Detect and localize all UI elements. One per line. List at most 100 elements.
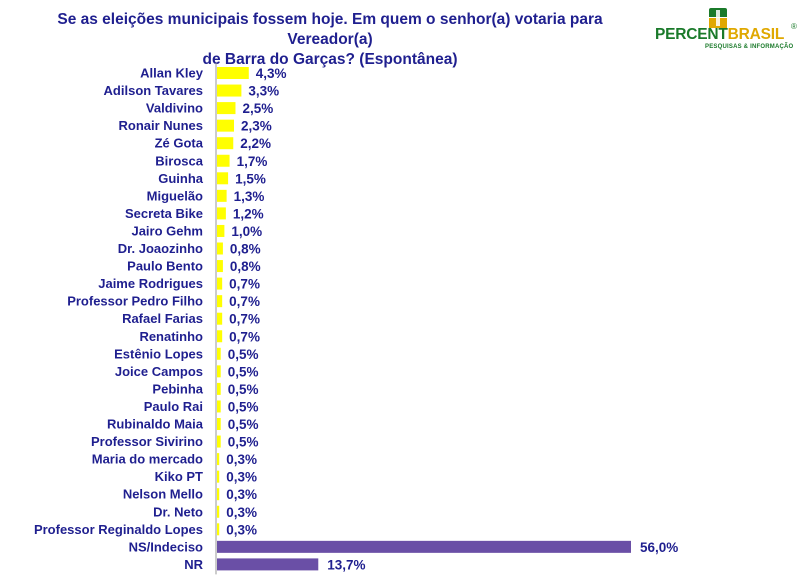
bar: [217, 558, 319, 571]
value-label: 0,7%: [229, 312, 260, 327]
category-label: Paulo Bento: [127, 259, 203, 274]
value-label: 0,5%: [228, 417, 259, 432]
logo-mark-icon: [709, 8, 727, 28]
category-label: Valdivino: [146, 101, 203, 116]
value-labels: 4,3% 3,3% 2,5% 2,3% 2,2% 1,7% 1,5% 1,3% 1,2% 1,0%…: [226, 66, 678, 572]
bar: [217, 435, 221, 448]
bar: [217, 418, 221, 430]
category-label: Maria do mercado: [92, 452, 203, 467]
value-label: 3,3%: [248, 84, 279, 99]
bar: [217, 189, 227, 202]
value-label: 2,5%: [242, 101, 273, 116]
value-label: 0,5%: [228, 364, 259, 379]
value-label: 0,8%: [230, 259, 261, 274]
category-label: Dr. Joaozinho: [118, 241, 203, 256]
logo-name-part2: BRASIL: [727, 26, 785, 43]
logo-name-part1: PERCENT: [655, 26, 728, 43]
category-label: Dr. Neto: [153, 504, 203, 519]
value-label: 56,0%: [640, 540, 678, 555]
value-label: 1,7%: [237, 154, 268, 169]
bar: [217, 347, 221, 360]
value-label: 0,3%: [226, 522, 257, 537]
bar: [217, 312, 223, 325]
percentbrasil-logo: PERCENTBRASIL ® PESQUISAS & INFORMAÇÃO: [655, 4, 797, 50]
category-label: Adilson Tavares: [104, 83, 203, 98]
category-label: Birosca: [155, 153, 203, 168]
category-label: Miguelão: [147, 188, 203, 203]
bar: [217, 207, 226, 220]
category-label: Pebinha: [152, 381, 203, 396]
bar: [217, 295, 223, 308]
bar: [217, 400, 221, 413]
bar: [217, 67, 249, 79]
category-label: Kiko PT: [155, 469, 203, 484]
value-label: 0,5%: [228, 347, 259, 362]
value-label: 0,7%: [229, 329, 260, 344]
category-label: Rubinaldo Maia: [107, 417, 204, 432]
value-label: 0,3%: [226, 487, 257, 502]
value-label: 1,2%: [233, 206, 264, 221]
value-label: 0,3%: [226, 470, 257, 485]
value-label: 13,7%: [327, 557, 365, 572]
category-label: Professor Pedro Filho: [67, 294, 203, 309]
category-label: Professor Reginaldo Lopes: [34, 522, 203, 537]
chart-title-line-1: Se as eleições municipais fossem hoje. E…: [57, 11, 603, 48]
value-label: 2,3%: [241, 119, 272, 134]
bar: [217, 365, 221, 378]
value-label: 0,5%: [228, 382, 259, 397]
category-label: Secreta Bike: [125, 206, 203, 221]
logo-name: PERCENTBRASIL: [655, 26, 784, 44]
category-label: NS/Indeciso: [129, 539, 203, 554]
category-labels: Allan Kley Adilson Tavares Valdivino Ronair…: [34, 66, 204, 572]
bar: [217, 470, 220, 483]
category-label: Nelson Mello: [123, 487, 203, 502]
bar: [217, 540, 631, 553]
bar: [217, 224, 225, 237]
bars: [217, 67, 631, 571]
category-label: Jairo Gehm: [131, 223, 203, 238]
value-label: 1,3%: [234, 189, 265, 204]
category-label: Renatinho: [139, 329, 203, 344]
chart-title: Se as eleições municipais fossem hoje. E…: [20, 10, 640, 70]
value-label: 1,5%: [235, 171, 266, 186]
value-label: 2,2%: [240, 136, 271, 151]
logo-registered-mark: ®: [791, 22, 797, 31]
category-label: Guinha: [158, 171, 204, 186]
bar: [217, 523, 220, 536]
value-label: 0,5%: [228, 435, 259, 450]
bar: [217, 119, 235, 132]
bar: [217, 488, 220, 501]
value-label: 0,3%: [226, 505, 257, 520]
value-label: 4,3%: [256, 66, 287, 81]
bar: [217, 137, 234, 150]
value-label: 1,0%: [231, 224, 262, 239]
bar: [217, 453, 220, 466]
logo-tagline: PESQUISAS & INFORMAÇÃO: [705, 44, 794, 50]
category-label: Ronair Nunes: [118, 118, 203, 133]
category-label: Zé Gota: [155, 136, 204, 151]
value-label: 0,7%: [229, 294, 260, 309]
value-label: 0,7%: [229, 277, 260, 292]
category-label: Rafael Farias: [122, 311, 203, 326]
category-label: Allan Kley: [140, 66, 204, 81]
value-label: 0,3%: [226, 452, 257, 467]
category-label: Estênio Lopes: [114, 346, 203, 361]
category-label: Joice Campos: [115, 364, 203, 379]
category-label: Professor Sivirino: [91, 434, 203, 449]
bar: [217, 277, 223, 290]
bar: [217, 260, 223, 273]
value-label: 0,5%: [228, 399, 259, 414]
value-label: 0,8%: [230, 242, 261, 257]
bar: [217, 505, 220, 518]
bar: [217, 330, 223, 343]
category-label: Paulo Rai: [144, 399, 203, 414]
bar: [217, 84, 242, 97]
bar: [217, 102, 236, 115]
category-label: NR: [184, 557, 203, 572]
category-label: Jaime Rodrigues: [98, 276, 203, 291]
bar: [217, 172, 229, 185]
bar: [217, 242, 223, 255]
bar: [217, 382, 221, 395]
chart-title-line-2: de Barra do Garças? (Espontânea): [202, 51, 458, 68]
